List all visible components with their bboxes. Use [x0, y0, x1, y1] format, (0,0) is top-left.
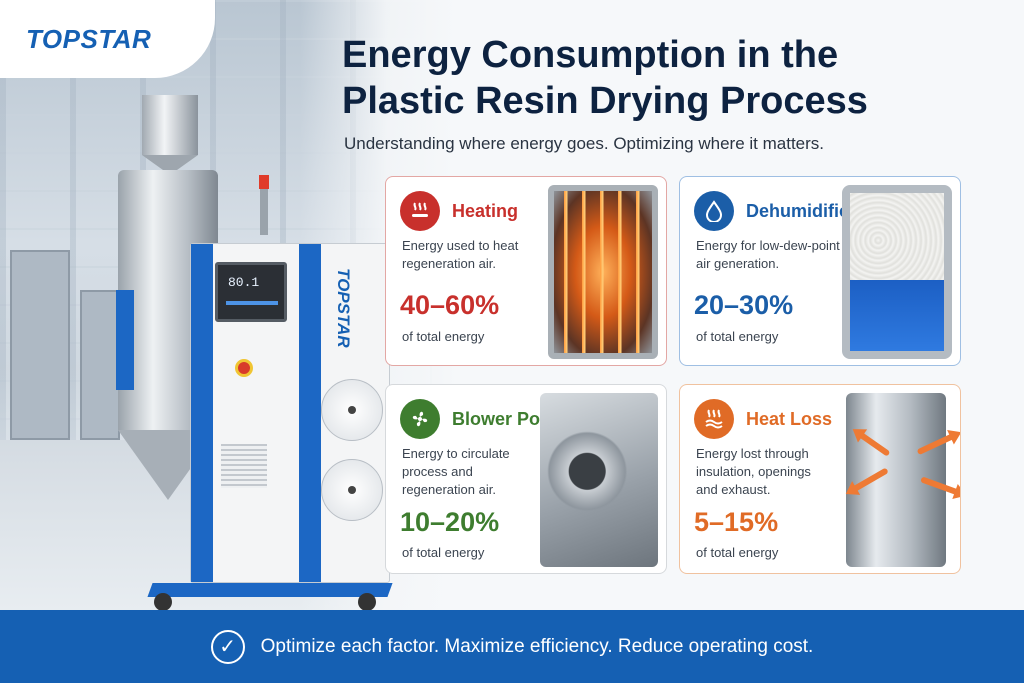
card-unit: of total energy [696, 329, 779, 344]
dryer-cabinet: TOPSTAR 80.1 [190, 243, 390, 583]
card-title: Heat Loss [746, 408, 833, 429]
card-heating: Heating Energy used to heat regeneration… [385, 176, 667, 366]
cabinet-brand-label: TOPSTAR [334, 268, 353, 348]
heating-icon [400, 191, 440, 231]
resin-dryer-image: TOPSTAR 80.1 [110, 75, 400, 615]
heater-coil-image [548, 185, 658, 359]
water-drop-icon [694, 191, 734, 231]
heat-loss-icon [694, 399, 734, 439]
caster-wheel [154, 593, 172, 611]
dryer-base [147, 583, 393, 597]
card-blower-power: Blower Power Energy to circulate process… [385, 384, 667, 574]
check-circle-icon: ✓ [210, 629, 245, 664]
emergency-stop-button [235, 359, 253, 377]
cabinet-stripe [299, 244, 321, 582]
card-description: Energy to circulate process and regenera… [402, 446, 510, 497]
card-dehumidification: Dehumidification Energy for low-dew-poin… [679, 176, 961, 366]
vent-grille [221, 444, 267, 488]
screen-bar [226, 301, 278, 305]
caster-wheel [358, 593, 376, 611]
card-heat-loss: Heat Loss Energy lost through insulation… [679, 384, 961, 574]
page-subtitle: Understanding where energy goes. Optimiz… [344, 134, 825, 153]
card-percentage: 10–20% [400, 507, 500, 537]
card-description: Energy for low-dew-point air generation. [696, 238, 840, 271]
title-line: Plastic Resin Drying Process [342, 80, 868, 122]
blower-motor-image [540, 393, 658, 567]
brand-logo: TOPSTAR [0, 0, 215, 78]
card-unit: of total energy [402, 545, 485, 560]
card-percentage: 40–60% [400, 290, 500, 320]
hopper-clamp [116, 290, 134, 390]
cabinet-stripe [191, 244, 213, 582]
card-description: Energy lost through insulation, openings… [696, 446, 811, 497]
background-machine [10, 250, 70, 440]
card-title: Heating [452, 200, 519, 221]
signal-beacon [259, 175, 269, 235]
page-title: Energy Consumption in the Plastic Resin … [342, 32, 1002, 124]
footer-banner: ✓ Optimize each factor. Maximize efficie… [0, 610, 1024, 683]
footer-text: Optimize each factor. Maximize efficienc… [260, 635, 814, 657]
control-screen: 80.1 [215, 262, 287, 322]
card-description: Energy used to heat regeneration air. [402, 238, 519, 271]
card-unit: of total energy [696, 545, 779, 560]
top-hopper [142, 95, 198, 155]
card-percentage: 5–15% [694, 507, 779, 537]
background-machine [80, 290, 120, 440]
screen-reading: 80.1 [228, 275, 260, 290]
desiccant-chamber-image [842, 185, 952, 359]
blower-cover [321, 379, 383, 441]
brand-logo-text: TOPSTAR [26, 24, 152, 54]
card-percentage: 20–30% [694, 290, 794, 320]
fan-icon [400, 399, 440, 439]
card-unit: of total energy [402, 329, 485, 344]
title-line: Energy Consumption in the [342, 34, 839, 76]
blower-cover [321, 459, 383, 521]
